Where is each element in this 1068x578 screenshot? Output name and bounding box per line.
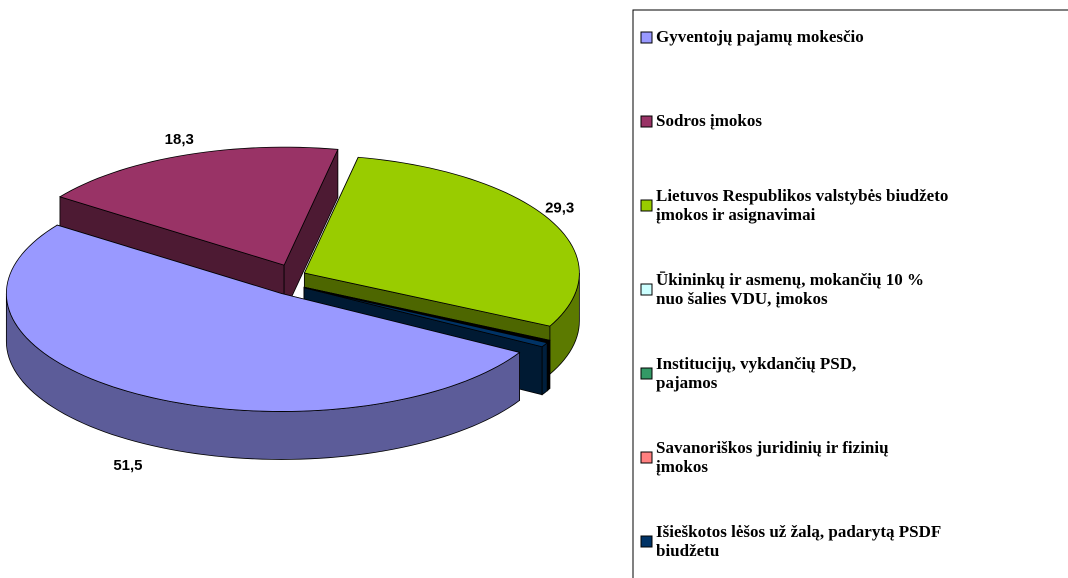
slice (5, 224, 521, 460)
legend-label-line: Išieškotos lėšos už žalą, padarytą PSDF (656, 522, 945, 541)
legend-label-line: nuo šalies VDU, įmokos (656, 289, 828, 308)
slice-wall (541, 342, 548, 396)
legend-label-line: įmokos (656, 457, 708, 476)
legend-label: Gyventojų pajamų mokesčio (656, 27, 864, 46)
legend-swatch (640, 451, 653, 464)
legend-box (632, 9, 1068, 578)
legend-swatch (640, 199, 653, 212)
legend-label-line: Ūkininkų ir asmenų, mokančių 10 % (656, 270, 928, 289)
slice (303, 156, 580, 327)
legend-label-line: įmokos ir asignavimai (656, 205, 816, 224)
legend-label: Savanoriškos juridinių ir fizinių įmokos (656, 438, 893, 476)
legend-swatch (640, 31, 653, 44)
legend-label: Institucijų, vykdančių PSD, pajamos (656, 354, 861, 392)
legend-swatch (640, 535, 653, 548)
slice (5, 224, 521, 412)
legend-label: Išieškotos lėšos už žalą, padarytą PSDF … (656, 522, 945, 560)
legend-label-line: Lietuvos Respublikos valstybės biudžeto (656, 186, 953, 205)
legend-label-line: Savanoriškos juridinių ir fizinių (656, 438, 893, 457)
pie (5, 146, 580, 460)
legend-label: Sodros įmokos (656, 111, 762, 130)
legend-label: Ūkininkų ir asmenų, mokančių 10 % nuo ša… (656, 270, 928, 308)
data-label: 18,3 (165, 131, 194, 148)
legend-swatch (640, 115, 653, 128)
legend-label-line: Institucijų, vykdančių PSD, (656, 354, 861, 373)
legend-label-line: biudžetu (656, 541, 719, 560)
slice (58, 146, 339, 266)
data-label: 29,3 (545, 200, 574, 217)
slice (303, 287, 549, 348)
legend-swatch (640, 367, 653, 380)
legend-swatch (640, 283, 653, 296)
data-label: 51,5 (113, 457, 142, 474)
legend-label: Lietuvos Respublikos valstybės biudžeto … (656, 186, 953, 224)
legend-label-line: pajamos (656, 373, 718, 392)
